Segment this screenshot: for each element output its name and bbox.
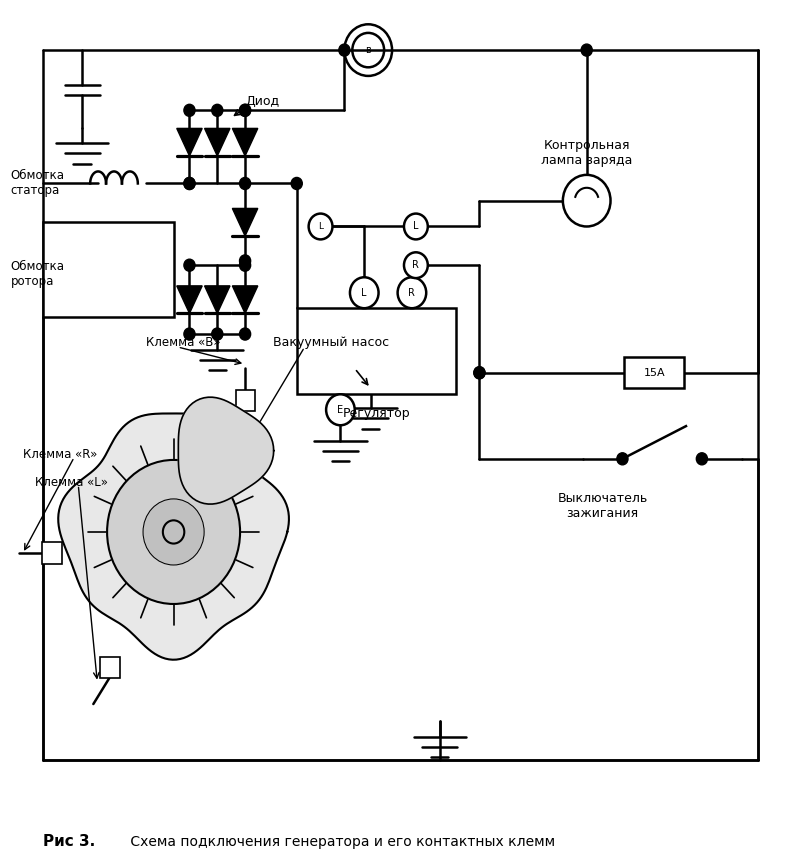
Circle shape	[474, 366, 485, 378]
Circle shape	[239, 104, 250, 116]
Text: 15А: 15А	[643, 368, 665, 378]
Text: L: L	[318, 222, 323, 231]
Circle shape	[404, 252, 428, 278]
Circle shape	[212, 328, 223, 340]
Bar	[42, 223, 174, 317]
Circle shape	[309, 214, 333, 239]
Circle shape	[398, 277, 426, 308]
Text: Клемма «L»: Клемма «L»	[34, 475, 107, 488]
Polygon shape	[178, 397, 274, 504]
Circle shape	[212, 104, 223, 116]
Circle shape	[184, 178, 195, 190]
Bar	[100, 656, 119, 678]
Circle shape	[184, 328, 195, 340]
Circle shape	[581, 44, 592, 56]
Circle shape	[239, 259, 250, 271]
Bar	[235, 390, 255, 411]
Text: Рис 3.: Рис 3.	[42, 834, 94, 850]
Circle shape	[563, 175, 610, 227]
Text: E: E	[338, 404, 343, 415]
Polygon shape	[58, 413, 289, 660]
Circle shape	[291, 178, 302, 190]
Circle shape	[184, 104, 195, 116]
Bar	[297, 308, 456, 394]
Text: L: L	[413, 222, 418, 231]
Circle shape	[239, 328, 250, 340]
Circle shape	[474, 366, 485, 378]
Polygon shape	[232, 286, 258, 313]
Text: Клемма «В»: Клемма «В»	[146, 336, 221, 349]
Circle shape	[404, 214, 428, 239]
Polygon shape	[205, 286, 230, 313]
Text: Схема подключения генератора и его контактных клемм: Схема подключения генератора и его конта…	[126, 835, 555, 849]
Circle shape	[350, 277, 378, 308]
Text: Обмотка
статора: Обмотка статора	[10, 170, 65, 197]
Text: Вакуумный насос: Вакуумный насос	[273, 336, 389, 349]
Polygon shape	[177, 286, 202, 313]
Circle shape	[326, 394, 354, 425]
Circle shape	[339, 44, 350, 56]
Polygon shape	[232, 128, 258, 156]
Text: R: R	[409, 288, 415, 298]
Text: Регулятор: Регулятор	[342, 407, 410, 420]
Text: в: в	[366, 45, 371, 55]
Text: Контрольная
лампа заряда: Контрольная лампа заряда	[541, 139, 632, 167]
Circle shape	[107, 460, 240, 604]
Circle shape	[617, 453, 628, 465]
Text: Выключатель
зажигания: Выключатель зажигания	[558, 492, 648, 520]
Circle shape	[239, 104, 250, 116]
Text: Обмотка
ротора: Обмотка ротора	[10, 260, 65, 288]
Text: R: R	[413, 260, 419, 270]
Polygon shape	[205, 128, 230, 156]
Text: Клемма «R»: Клемма «R»	[22, 448, 97, 461]
Polygon shape	[232, 209, 258, 236]
Text: Диод: Диод	[245, 95, 279, 108]
Circle shape	[239, 255, 250, 267]
Bar	[42, 542, 62, 564]
Circle shape	[696, 453, 707, 465]
Bar	[624, 358, 685, 388]
Circle shape	[184, 178, 195, 190]
Polygon shape	[177, 128, 202, 156]
Text: L: L	[362, 288, 367, 298]
Circle shape	[184, 259, 195, 271]
Circle shape	[143, 500, 204, 565]
Circle shape	[239, 178, 250, 190]
